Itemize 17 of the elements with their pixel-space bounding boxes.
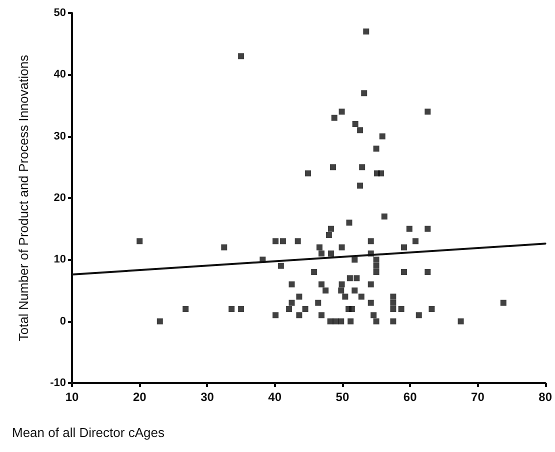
y-tick-label: 10 — [54, 254, 66, 266]
y-tick-label: 50 — [54, 7, 66, 19]
x-tick-label: 20 — [132, 390, 147, 404]
x-tick-label: 80 — [538, 390, 552, 404]
y-tick-label: 30 — [54, 130, 66, 142]
y-tick-label: 20 — [54, 192, 66, 204]
y-tick-label: 40 — [54, 68, 66, 81]
x-tick-label: 60 — [403, 390, 418, 404]
x-tick-label: 30 — [200, 390, 214, 404]
x-tick-label: 50 — [336, 390, 350, 404]
x-tick-label: 40 — [268, 390, 282, 404]
x-tick-label: 70 — [471, 390, 485, 404]
y-axis-title: Total Number of Product and Process Innovations — [16, 54, 31, 342]
y-tick-label: -10 — [50, 377, 66, 389]
y-tick-label: 0 — [60, 315, 66, 328]
x-axis-title: Mean of all Director cAges — [12, 425, 165, 440]
x-tick-label: 10 — [65, 390, 79, 404]
